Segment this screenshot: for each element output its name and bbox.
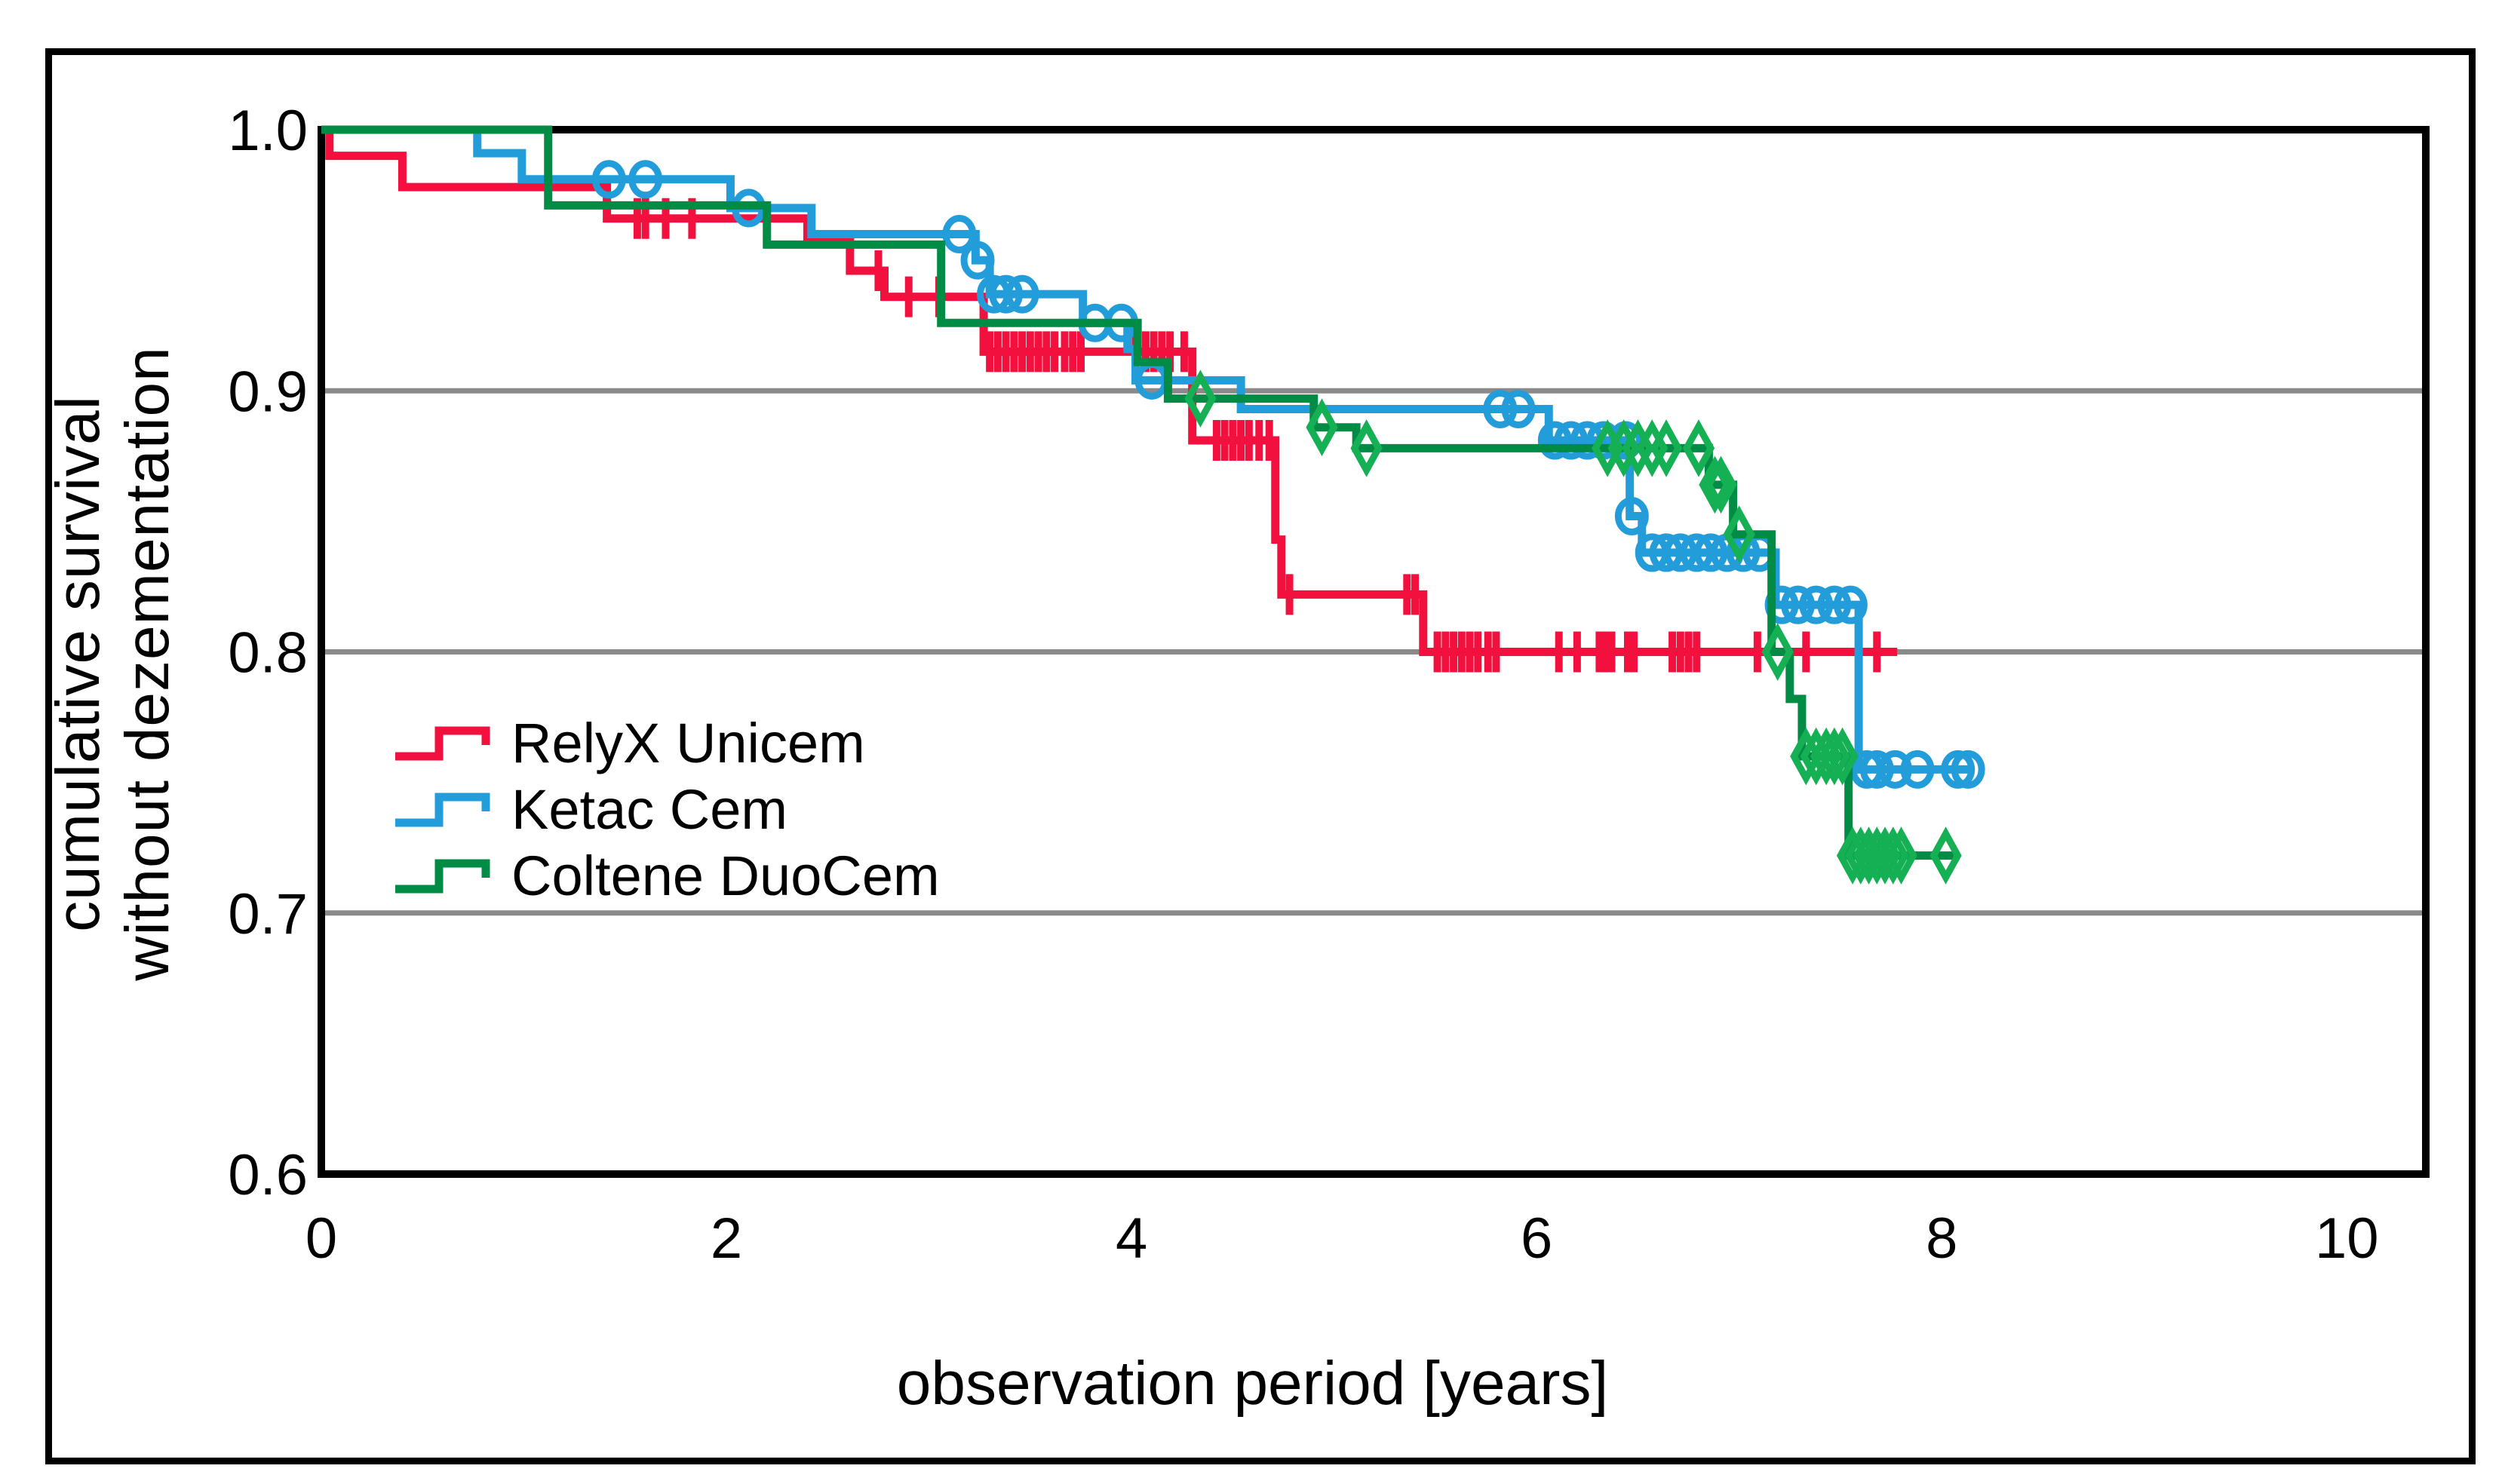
censor-circle-1 [989, 274, 1024, 314]
legend-step-glyph-relyx [395, 726, 490, 761]
censor-diamond-2 [1885, 826, 1917, 885]
y-tick-label-0.8: 0.8 [228, 621, 308, 685]
censor-diamond-2 [1699, 455, 1731, 514]
x-tick-label-0: 0 [305, 1207, 337, 1271]
y-tick-label-0.6: 0.6 [228, 1143, 308, 1207]
censor-circle-1 [1951, 750, 1985, 789]
legend-entry-ketac: Ketac Cem [392, 776, 940, 842]
legend-label-coltene: Coltene DuoCem [511, 844, 940, 907]
censor-circle-1 [960, 241, 995, 280]
y-tick-label-0.9: 0.9 [228, 360, 308, 424]
censor-diamond-2 [1826, 727, 1859, 786]
censor-circle-1 [1941, 750, 1975, 789]
censor-circle-1 [942, 215, 977, 253]
censor-diamond-2 [1705, 455, 1737, 514]
plot-frame [318, 126, 2430, 1178]
censor-circle-1 [1483, 389, 1518, 428]
censor-circle-1 [1859, 750, 1894, 789]
censor-circle-1 [1537, 421, 1572, 460]
censor-circle-1 [1817, 585, 1852, 624]
censor-diamond-2 [1761, 623, 1794, 681]
censor-diamond-2 [1877, 826, 1909, 885]
y-tick-label-0.7: 0.7 [228, 882, 308, 946]
censor-circle-1 [628, 160, 663, 199]
censor-circle-1 [1005, 274, 1039, 314]
x-tick-label-4: 4 [1116, 1207, 1147, 1271]
censor-circle-1 [1833, 585, 1868, 624]
censor-diamond-2 [1682, 419, 1715, 477]
censor-circle-1 [1614, 496, 1649, 535]
legend-label-ketac: Ketac Cem [511, 777, 788, 841]
legend: RelyX Unicem Ketac Cem Coltene DuoCem [392, 710, 940, 909]
legend-entry-coltene: Coltene DuoCem [392, 842, 940, 909]
x-tick-label-10: 10 [2315, 1207, 2379, 1271]
censor-diamond-2 [1650, 419, 1683, 477]
censor-circle-1 [1554, 421, 1589, 460]
legend-step-glyph-coltene [395, 859, 490, 894]
censor-diamond-2 [1350, 419, 1383, 477]
censor-circle-1 [1799, 585, 1834, 624]
legend-entry-relyx: RelyX Unicem [392, 710, 940, 776]
legend-label-relyx: RelyX Unicem [511, 711, 865, 774]
censor-diamond-2 [1929, 826, 1962, 885]
censor-diamond-2 [1723, 505, 1755, 564]
series-line-0 [321, 125, 1898, 656]
censor-circle-1 [591, 160, 626, 199]
censor-diamond-2 [1184, 369, 1217, 428]
censor-diamond-2 [1306, 398, 1338, 457]
x-tick-label-2: 2 [711, 1207, 742, 1271]
x-tick-label-6: 6 [1521, 1207, 1552, 1271]
censor-circle-1 [1501, 389, 1536, 428]
figure-border [45, 48, 2476, 1464]
legend-step-glyph-ketac [395, 793, 490, 827]
censor-circle-1 [1900, 750, 1935, 789]
censor-circle-1 [1781, 585, 1816, 624]
censor-circle-1 [1693, 533, 1728, 572]
x-tick-label-8: 8 [1926, 1207, 1957, 1271]
censor-diamond-2 [1790, 727, 1822, 786]
censor-diamond-2 [1818, 727, 1851, 786]
y-tick-label-1.0: 1.0 [228, 99, 308, 163]
x-axis-title: observation period [years] [896, 1349, 1609, 1418]
censor-circle-1 [1877, 750, 1912, 789]
